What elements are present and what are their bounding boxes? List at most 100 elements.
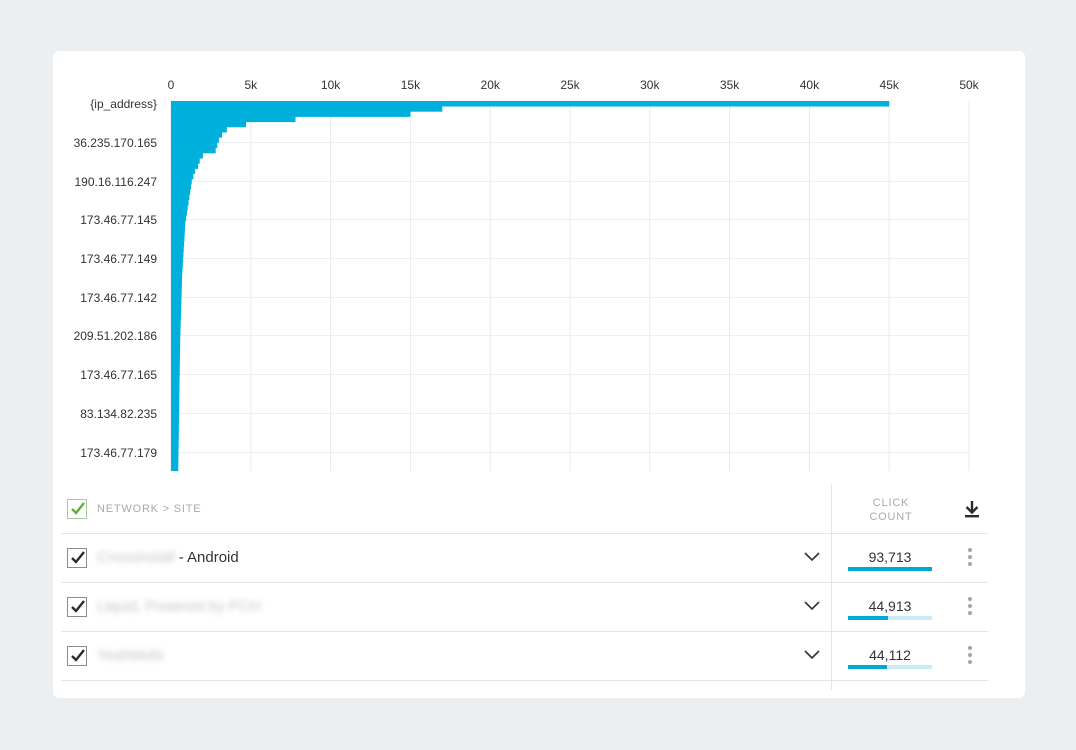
ip-bar [171,272,183,279]
chevron-down-icon[interactable] [803,599,821,611]
ip-bar [171,413,180,419]
ip-bar [171,355,180,362]
y-axis-label: 83.134.82.235 [80,407,157,421]
x-tick-label: 30k [640,78,660,92]
ip-bar [171,470,179,471]
ip-bar [171,397,180,403]
row-checkbox[interactable] [67,646,87,666]
ip-bar [171,324,181,331]
click-count-bar-fill [848,616,889,620]
ip-bar [171,449,179,455]
y-axis-label: 36.235.170.165 [74,136,158,150]
table-header: NETWORK > SITE CLICK COUNT [61,484,988,534]
row-checkbox[interactable] [67,597,87,617]
kebab-menu-icon[interactable] [966,646,974,666]
ip-bar [171,173,194,180]
ip-bar [171,262,183,268]
table-row[interactable]: Crossinstall - Android 93,713 [61,534,988,583]
y-axis-label: 173.46.77.149 [80,252,157,266]
row-checkbox[interactable] [67,548,87,568]
ip-bar [171,184,191,190]
kebab-menu-icon[interactable] [966,548,974,568]
y-axis-label: 173.46.77.165 [80,368,157,382]
ip-bar [171,454,179,461]
ip-bar [171,194,190,201]
ip-bar [171,106,443,112]
ip-bar [171,127,227,133]
checkbox-checked-icon [71,551,85,564]
ip-bar [171,153,203,159]
ip-bar [171,246,184,253]
checkbox-checked-icon [71,502,85,515]
x-tick-label: 15k [401,78,421,92]
ip-bar [171,116,296,123]
ip-bar [171,329,181,336]
ip-bar [171,361,180,367]
y-axis-label: 190.16.116.247 [74,175,157,189]
chevron-down-icon[interactable] [803,550,821,562]
click-count-cell: 44,913 [848,592,932,620]
click-count-bar [848,665,932,669]
chevron-down-icon[interactable] [803,648,821,660]
ip-bar [171,298,182,305]
ip-address-bar-chart: 0 5k 10k 15k 20k 25k 30k 35k 40k 45k 50k {ip_addres… [74,78,980,471]
click-count-cell: 93,713 [848,543,932,571]
checkbox-checked-icon [71,600,85,613]
table-row[interactable]: YeahMobi 44,112 [61,632,988,681]
table-row[interactable]: Liquid, Powered by PCH 44,913 [61,583,988,632]
select-all-checkbox[interactable] [67,499,87,519]
ip-bar [171,381,180,388]
ip-bar [171,215,187,221]
ip-bar [171,309,182,315]
kebab-menu-icon[interactable] [966,597,974,617]
ip-bar [171,314,181,320]
ip-bar [171,225,186,232]
y-axis-label: 173.46.77.145 [80,213,157,227]
ip-bar [171,387,180,393]
network-site-table: NETWORK > SITE CLICK COUNT Crossinstall … [61,484,988,690]
y-axis-label: 173.46.77.142 [80,291,157,305]
x-tick-label: 50k [959,78,979,92]
ip-bar [171,101,890,107]
ip-bar [171,277,183,284]
ip-bar [171,293,182,299]
ip-bar [171,444,179,450]
ip-bar [171,407,180,414]
ip-bar [171,459,179,466]
ip-bar [171,335,181,341]
ip-bar [171,283,182,289]
ip-bar [171,439,179,445]
checkbox-checked-icon [71,649,85,662]
ip-bar [171,189,191,195]
ip-bar [171,423,179,429]
ip-bar [171,340,181,346]
y-axis-label: 173.46.77.179 [80,446,157,460]
site-name-blurred: YeahMobi [97,647,164,664]
ip-bar [171,179,192,185]
site-name: Liquid, Powered by PCH [97,598,260,615]
ip-bar [171,433,179,440]
x-tick-label: 5k [244,78,258,92]
download-button[interactable] [961,498,983,520]
click-count-header[interactable]: CLICK COUNT [869,497,913,523]
ip-bar [171,142,218,149]
site-name-blurred: Crossinstall [97,549,175,566]
ip-bar [171,220,186,227]
click-count-value: 93,713 [868,549,912,565]
ip-bar [171,147,216,154]
ip-bar [171,137,219,143]
site-name: YeahMobi [97,647,163,664]
click-count-cell: 44,112 [848,641,932,669]
download-icon [965,501,979,518]
click-count-bar [848,567,932,571]
ip-bar [171,350,181,357]
click-count-bar-fill [848,567,932,571]
column-divider [831,484,832,690]
click-count-bar-fill [848,665,888,669]
ip-bar [171,288,182,294]
network-site-header[interactable]: NETWORK > SITE [97,503,202,515]
ip-bar [171,163,199,169]
x-tick-label: 35k [720,78,740,92]
ip-bar [171,251,184,258]
ip-bar [171,241,185,247]
